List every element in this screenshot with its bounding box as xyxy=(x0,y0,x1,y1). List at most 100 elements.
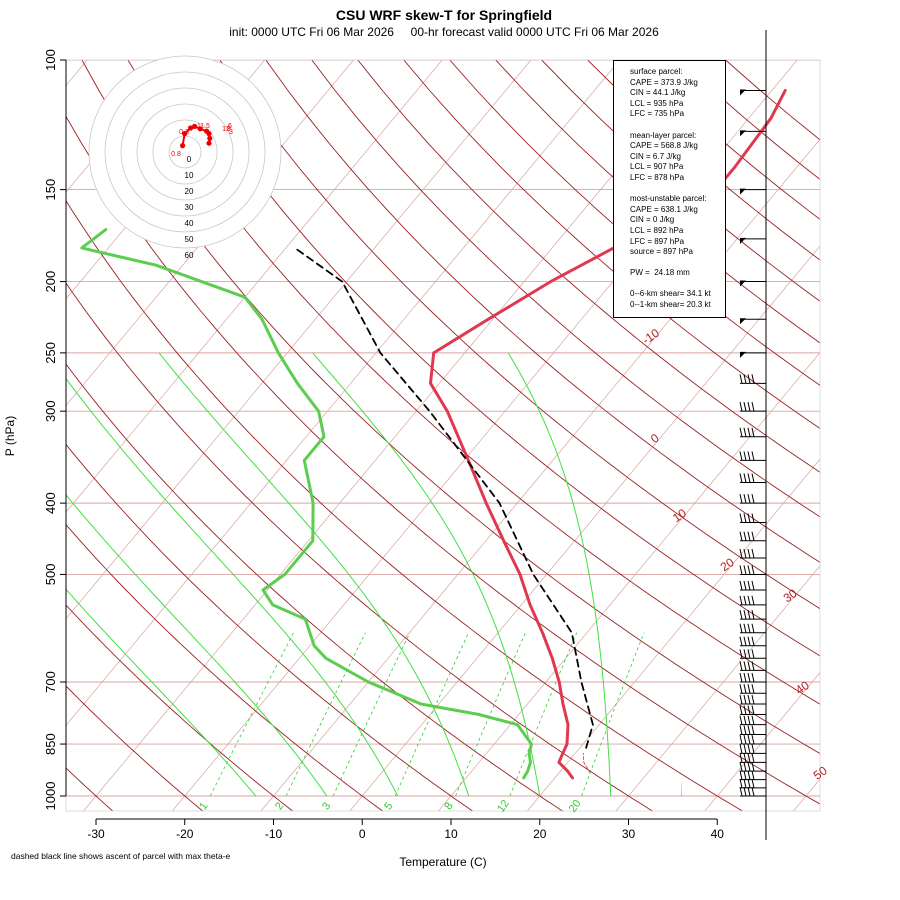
wind-barb-feather xyxy=(751,786,755,797)
wind-barb-feather xyxy=(739,684,743,694)
wind-barb-feather xyxy=(743,402,747,412)
isotherm-label: 10 xyxy=(670,506,689,525)
wind-barb-feather xyxy=(739,636,743,646)
chart-subtitle: init: 0000 UTC Fri 06 Mar 2026 00-hr for… xyxy=(229,25,659,39)
wind-barb-feather xyxy=(743,531,747,541)
wind-barb-feather xyxy=(743,725,747,735)
wind-barb-feather xyxy=(739,661,743,671)
wind-barb-feather xyxy=(739,427,743,437)
surface-parcel-line xyxy=(582,752,591,774)
wind-barb xyxy=(739,786,766,797)
x-tick-label: 10 xyxy=(444,827,458,841)
wind-barb-feather xyxy=(739,744,743,754)
mixing-ratio-line xyxy=(209,632,294,797)
wind-barb-feather xyxy=(751,473,755,483)
wind-barb-feather xyxy=(743,761,747,772)
wind-barb xyxy=(739,684,766,694)
mixing-ratio-line xyxy=(285,632,366,797)
dry-adiabat xyxy=(66,443,474,811)
wind-barb-feather xyxy=(743,374,747,384)
isotherm-line xyxy=(615,565,820,811)
wind-barb-feather xyxy=(751,661,755,671)
dry-adiabat xyxy=(66,363,564,811)
wind-barb-feather xyxy=(751,580,755,591)
wind-barb-feather xyxy=(739,623,743,633)
wind-barb-feather xyxy=(751,636,755,646)
wind-barb-feather xyxy=(739,548,743,559)
info-line: LCL = 892 hPa xyxy=(630,225,684,235)
wind-barb-feather xyxy=(747,734,751,745)
isotherm-line xyxy=(438,352,820,811)
wind-barb-feather xyxy=(747,694,751,705)
wind-barb xyxy=(739,705,766,716)
hodograph-point-label: 9 xyxy=(227,126,231,133)
wind-barb-feather xyxy=(743,513,747,523)
wind-barb-feather xyxy=(751,770,755,780)
wind-barb-feather xyxy=(739,610,743,620)
hodograph-point xyxy=(180,143,186,149)
mixing-ratio-label: 2 xyxy=(273,800,286,812)
isotherm-line xyxy=(260,138,820,811)
wind-barb-feather xyxy=(747,595,751,606)
isotherm-line xyxy=(349,245,820,811)
wind-barb-feather xyxy=(751,715,755,725)
wind-barb xyxy=(739,451,766,461)
wind-barb-feather xyxy=(747,494,751,504)
wind-barb-feather xyxy=(739,531,743,541)
wind-barb-feather xyxy=(751,744,755,754)
y-tick-label: 1000 xyxy=(43,782,58,811)
dry-adiabat xyxy=(173,60,820,657)
hodograph-point xyxy=(197,126,203,132)
moist-adiabat xyxy=(66,494,328,797)
wind-barb-feather xyxy=(739,753,743,763)
hodograph-point xyxy=(207,135,213,141)
x-tick-label: -30 xyxy=(87,827,105,841)
isotherm-line xyxy=(66,60,443,513)
wind-barb-feather xyxy=(747,548,751,559)
info-line: CAPE = 568.8 J/kg xyxy=(630,141,698,151)
hodograph-point-label: 3 xyxy=(229,129,233,136)
wind-barb-feather xyxy=(739,778,743,789)
dry-adiabat xyxy=(66,115,820,805)
wind-barb-feather xyxy=(739,770,743,780)
wind-barb-feather xyxy=(739,705,743,715)
wind-barb-feather xyxy=(751,734,755,745)
wind-barb-feather xyxy=(747,684,751,694)
y-tick-label: 300 xyxy=(43,400,58,422)
wind-barb-feather xyxy=(747,761,751,772)
hodograph-point-label: 1 xyxy=(197,123,201,130)
wind-barb-feather xyxy=(751,451,755,461)
y-tick-label: 400 xyxy=(43,492,58,514)
wind-barb-feather xyxy=(747,402,751,412)
wind-barb-feather xyxy=(743,786,747,797)
wind-barb xyxy=(739,531,766,542)
wind-barb-feather xyxy=(743,649,747,659)
hodograph-ring xyxy=(104,71,266,233)
wind-barb xyxy=(739,761,766,772)
dry-adiabat xyxy=(725,60,820,141)
wind-barb-flag xyxy=(740,351,746,358)
wind-barb-feather xyxy=(743,705,747,715)
wind-barb-feather xyxy=(751,623,755,633)
wind-barb-feather xyxy=(743,744,747,754)
hodograph-ring-label: 0 xyxy=(187,155,192,164)
wind-barb xyxy=(739,610,766,620)
wind-barb-feather xyxy=(743,636,747,646)
wind-barb-feather xyxy=(739,473,743,483)
dry-adiabat xyxy=(219,60,820,610)
footnote: dashed black line shows ascent of parcel… xyxy=(11,851,231,861)
wind-barb-flag xyxy=(740,280,746,287)
wind-barb-feather xyxy=(743,684,747,694)
wind-barb xyxy=(739,565,766,575)
isotherm-label: 30 xyxy=(781,586,800,605)
y-tick-label: 700 xyxy=(43,671,58,693)
wind-barb-feather xyxy=(747,786,751,797)
moist-adiabat xyxy=(66,377,399,797)
y-tick-label: 150 xyxy=(43,179,58,201)
parcel-info-box: surface parcel: CAPE = 373.9 J/kg CIN = … xyxy=(613,60,726,318)
info-line: CIN = 44.1 J/kg xyxy=(630,88,686,98)
wind-barb-feather xyxy=(751,565,755,575)
wind-barb-feather xyxy=(751,427,755,437)
wind-barb-feather xyxy=(747,661,751,671)
